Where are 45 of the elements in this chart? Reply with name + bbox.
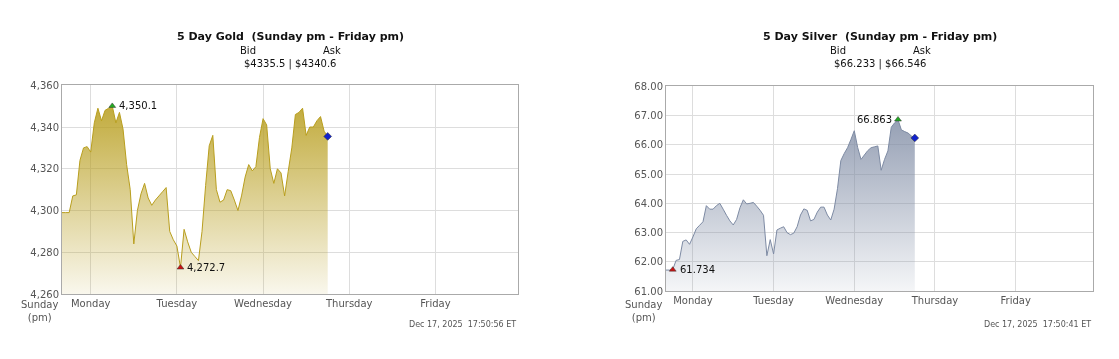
text: Bid bbox=[830, 45, 846, 56]
y-tick-label: 66.00 bbox=[634, 139, 663, 151]
annotation: 4,350.1 bbox=[119, 100, 158, 111]
x-tick-label: Monday bbox=[70, 298, 111, 310]
point bbox=[323, 132, 332, 141]
text: Sunday (pm) bbox=[625, 299, 663, 323]
x-tick-label: Friday bbox=[1000, 295, 1031, 307]
x-tick-label: Tuesday bbox=[752, 295, 795, 307]
point bbox=[910, 133, 919, 143]
chart-title: 5 Day Silver (Sunday pm - Friday pm) bbox=[763, 30, 998, 43]
text: $66.233 | $66.546 bbox=[834, 58, 927, 70]
text: Ask bbox=[913, 45, 932, 56]
y-tick-label: 63.00 bbox=[634, 227, 663, 239]
text: $4335.5 | $4340.6 bbox=[244, 58, 337, 70]
x-tick-label: Thursday bbox=[324, 298, 373, 310]
y-tick-label: 61.00 bbox=[634, 285, 663, 297]
y-tick-label: 62.00 bbox=[634, 256, 663, 268]
y-tick-label: 4,320 bbox=[30, 163, 59, 175]
y-tick-label: 4,260 bbox=[30, 288, 59, 300]
text: Ask bbox=[323, 45, 342, 56]
annotation: 4,272.7 bbox=[187, 262, 226, 273]
x-tick-label: Thursday bbox=[910, 295, 959, 307]
point bbox=[108, 102, 116, 108]
x-tick-label: Wednesday bbox=[234, 298, 293, 310]
text: Dec 17, 2025 17:50:56 ET bbox=[409, 320, 517, 329]
y-tick-label: 4,340 bbox=[30, 121, 59, 133]
annotation: 66.863 bbox=[857, 114, 892, 125]
y-tick-label: 64.00 bbox=[634, 197, 663, 209]
y-tick-label: 4,360 bbox=[30, 79, 59, 91]
y-tick-label: 4,300 bbox=[30, 205, 59, 217]
x-tick-label: Tuesday bbox=[155, 298, 198, 310]
annotation: 61.734 bbox=[680, 264, 715, 275]
point bbox=[669, 266, 677, 272]
y-tick-label: 65.00 bbox=[634, 168, 663, 180]
text: Bid bbox=[240, 45, 256, 56]
y-tick-label: 67.00 bbox=[634, 110, 663, 121]
x-tick-label: Friday bbox=[420, 298, 451, 310]
chart-title: 5 Day Gold (Sunday pm - Friday pm) bbox=[177, 30, 405, 43]
point bbox=[894, 116, 902, 122]
text: Sunday (pm) bbox=[21, 299, 59, 323]
x-tick-label: Monday bbox=[673, 295, 713, 307]
y-tick-label: 4,280 bbox=[30, 246, 59, 258]
x-tick-label: Wednesday bbox=[825, 295, 884, 307]
text: Dec 17, 2025 17:50:41 ET bbox=[984, 320, 1092, 329]
y-tick-label: 68.00 bbox=[634, 80, 663, 92]
